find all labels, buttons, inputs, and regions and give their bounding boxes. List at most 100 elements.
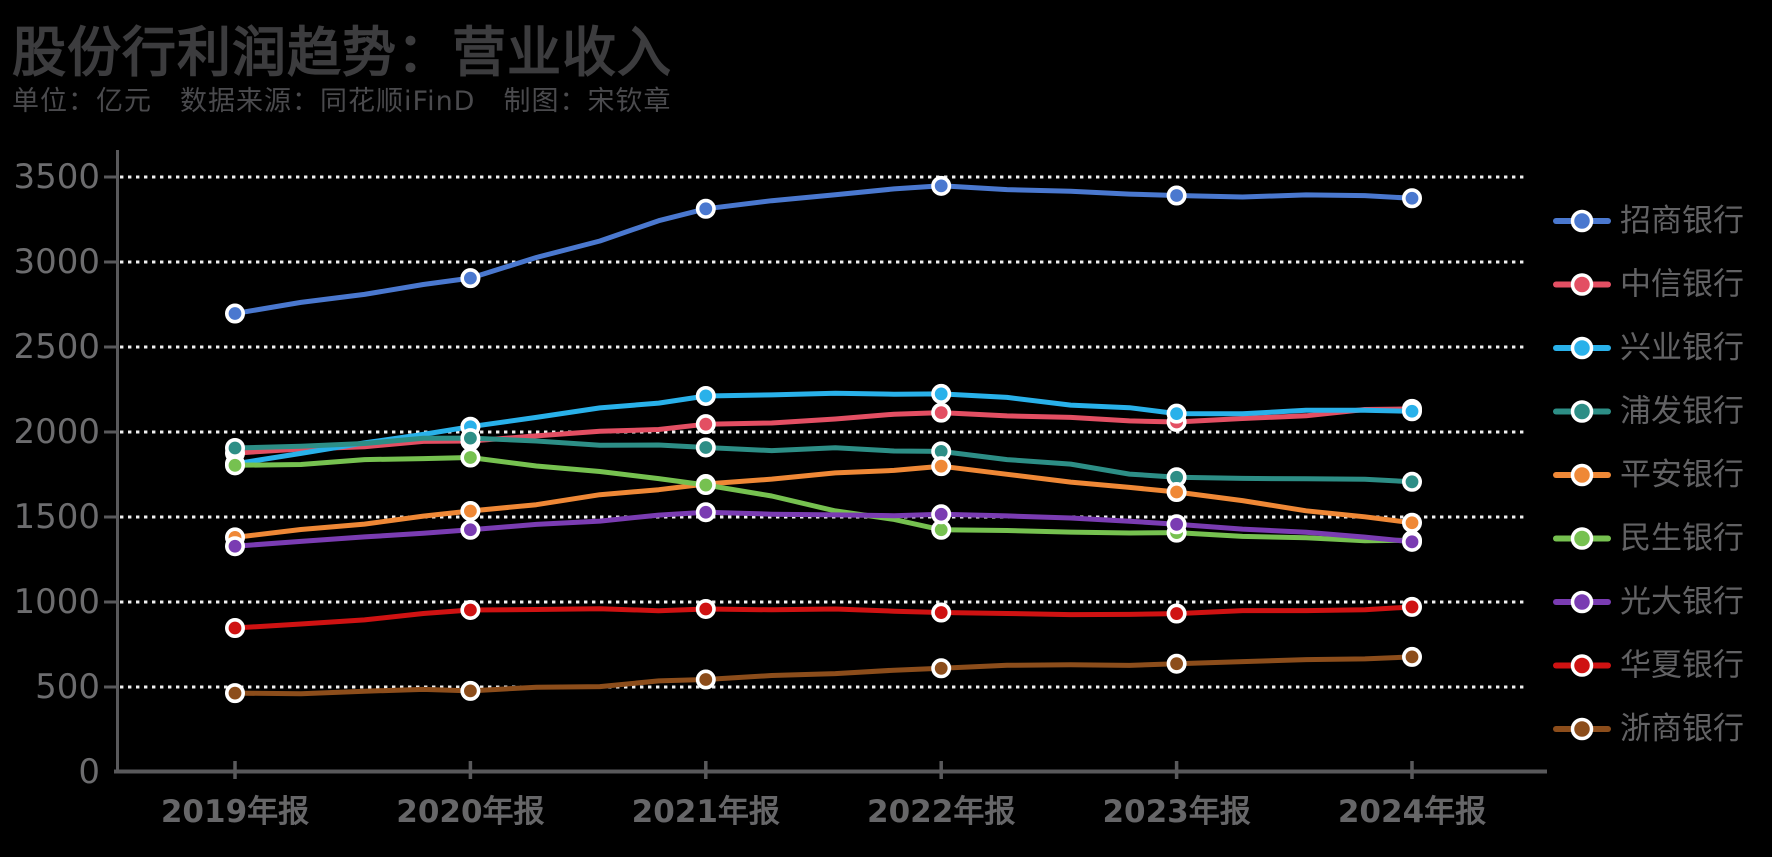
- data-point-cmb-2019年报[interactable]: [225, 303, 246, 324]
- x-axis-label: 2022年报: [867, 794, 1015, 830]
- legend-item-cmbc[interactable]: 民生银行: [1553, 521, 1744, 557]
- data-point-czb-2023年报[interactable]: [1166, 653, 1187, 674]
- y-axis-label: 2500: [13, 327, 100, 367]
- data-point-cib-2023年报[interactable]: [1166, 403, 1187, 424]
- legend-label: 浦发银行: [1620, 394, 1744, 430]
- data-point-czb-2021年报[interactable]: [695, 669, 716, 690]
- data-point-spdb-2024年报[interactable]: [1402, 471, 1423, 492]
- series-line-cib: [232, 390, 1415, 467]
- data-point-hxb-2024年报[interactable]: [1402, 596, 1423, 617]
- data-point-pab-2024年报[interactable]: [1402, 512, 1423, 533]
- data-point-hxb-2022年报[interactable]: [931, 602, 952, 623]
- data-point-pab-2023年报[interactable]: [1166, 482, 1187, 503]
- series-ceb: [225, 502, 1423, 557]
- data-point-hxb-2019年报[interactable]: [225, 618, 246, 639]
- y-axis-label: 1000: [13, 582, 100, 622]
- data-point-hxb-2021年报[interactable]: [695, 598, 716, 619]
- x-axis-label: 2021年报: [632, 794, 780, 830]
- legend-label: 光大银行: [1620, 584, 1744, 620]
- data-point-ceb-2019年报[interactable]: [225, 536, 246, 557]
- data-point-cmb-2024年报[interactable]: [1402, 188, 1423, 209]
- y-axis-label: 0: [78, 752, 100, 792]
- data-point-spdb-2020年报[interactable]: [460, 428, 481, 449]
- series-czb: [225, 646, 1423, 704]
- series-line-czb: [232, 654, 1415, 697]
- legend-label: 平安银行: [1620, 457, 1744, 493]
- y-axis-label: 2000: [13, 412, 100, 452]
- data-point-cmb-2021年报[interactable]: [695, 198, 716, 219]
- data-point-ceb-2021年报[interactable]: [695, 502, 716, 523]
- data-point-ceb-2022年报[interactable]: [931, 504, 952, 525]
- data-point-hxb-2020年报[interactable]: [460, 599, 481, 620]
- legend-marker-dot: [1570, 273, 1594, 296]
- data-point-pab-2022年报[interactable]: [931, 456, 952, 477]
- legend-marker-dot: [1570, 463, 1594, 487]
- data-point-ceb-2024年报[interactable]: [1402, 531, 1423, 552]
- data-point-cmb-2023年报[interactable]: [1166, 185, 1187, 206]
- legend-item-pab[interactable]: 平安银行: [1553, 457, 1744, 493]
- y-axis-label: 500: [35, 667, 100, 707]
- legend-marker-dot: [1570, 336, 1594, 360]
- series-cmb: [225, 175, 1423, 324]
- data-point-citic-2022年报[interactable]: [931, 402, 952, 423]
- y-axis-labels: 0 500 1000 1500 2000 2500 3000 3500: [13, 157, 100, 792]
- x-axis-label: 2019年报: [161, 794, 309, 830]
- legend-item-ceb[interactable]: 光大银行: [1553, 584, 1744, 620]
- data-point-ceb-2020年报[interactable]: [460, 519, 481, 540]
- data-point-cib-2022年报[interactable]: [931, 383, 952, 404]
- x-axis-label: 2023年报: [1102, 794, 1250, 830]
- series-spdb: [225, 428, 1423, 492]
- data-point-czb-2019年报[interactable]: [225, 683, 246, 704]
- series-line-citic: [232, 406, 1415, 456]
- legend-label: 华夏银行: [1620, 648, 1744, 684]
- legend-marker-dot: [1570, 717, 1594, 741]
- data-point-cmbc-2020年报[interactable]: [460, 447, 481, 468]
- data-point-cmb-2020年报[interactable]: [460, 268, 481, 289]
- series-line-ceb: [232, 509, 1415, 549]
- data-point-citic-2021年报[interactable]: [695, 414, 716, 435]
- data-point-czb-2024年报[interactable]: [1402, 646, 1423, 667]
- legend-marker-dot: [1570, 590, 1594, 614]
- legend-item-citic[interactable]: 中信银行: [1553, 267, 1744, 303]
- data-point-cmbc-2019年报[interactable]: [225, 455, 246, 476]
- legend-marker-dot: [1570, 654, 1594, 677]
- data-point-czb-2022年报[interactable]: [931, 658, 952, 679]
- legend-item-spdb[interactable]: 浦发银行: [1553, 394, 1744, 430]
- data-point-cmb-2022年报[interactable]: [931, 175, 952, 196]
- legend-label: 兴业银行: [1620, 330, 1744, 366]
- x-axis-labels: 2019年报 2020年报 2021年报 2022年报 2023年报 2024年报: [161, 761, 1486, 830]
- data-point-pab-2020年报[interactable]: [460, 501, 481, 522]
- legend-marker-dot: [1570, 527, 1594, 550]
- legend-item-hxb[interactable]: 华夏银行: [1553, 648, 1744, 684]
- series-line-cmb: [232, 183, 1415, 316]
- data-point-czb-2020年报[interactable]: [460, 680, 481, 701]
- series-line-spdb: [232, 435, 1415, 485]
- legend-item-cmb[interactable]: 招商银行: [1553, 203, 1744, 239]
- legend-item-cib[interactable]: 兴业银行: [1553, 330, 1744, 366]
- data-point-cmbc-2021年报[interactable]: [695, 475, 716, 496]
- series-hxb: [225, 596, 1423, 639]
- legend-label: 招商银行: [1620, 203, 1744, 239]
- legend-item-czb[interactable]: 浙商银行: [1553, 711, 1744, 747]
- legend-label: 中信银行: [1620, 267, 1744, 303]
- series-line-cmbc: [232, 455, 1415, 544]
- legend-marker-dot: [1570, 400, 1594, 423]
- y-axis-label: 3000: [13, 242, 100, 282]
- y-axis-label: 3500: [13, 157, 100, 197]
- legend-label: 民生银行: [1620, 521, 1744, 557]
- series-line-pab: [232, 463, 1415, 540]
- data-point-cib-2024年报[interactable]: [1402, 401, 1423, 422]
- chart-title: 股份行利润趋势：营业收入: [12, 21, 672, 84]
- data-point-spdb-2021年报[interactable]: [695, 437, 716, 458]
- data-point-cib-2021年报[interactable]: [695, 385, 716, 406]
- y-axis-label: 1500: [13, 497, 100, 537]
- x-axis-label: 2020年报: [396, 794, 544, 830]
- data-point-hxb-2023年报[interactable]: [1166, 603, 1187, 624]
- data-point-spdb-2019年报[interactable]: [225, 437, 246, 458]
- chart-subtitle: 单位：亿元 数据来源：同花顺iFinD 制图：宋钦章: [12, 86, 672, 117]
- x-axis-label: 2024年报: [1338, 794, 1486, 830]
- data-point-ceb-2023年报[interactable]: [1166, 514, 1187, 535]
